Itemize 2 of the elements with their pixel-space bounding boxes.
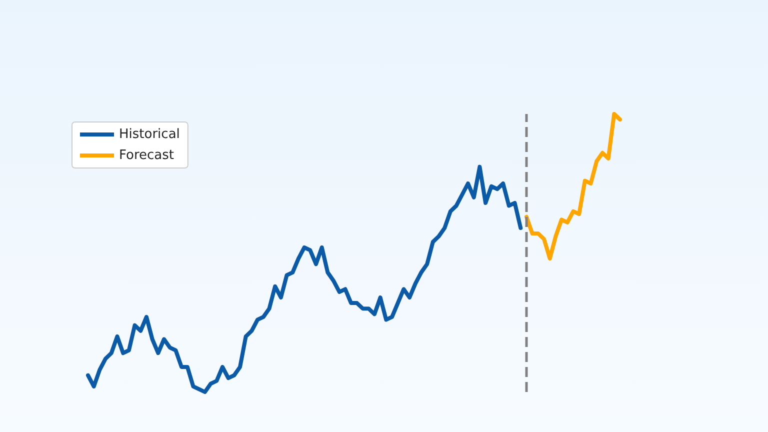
legend-label: Forecast [119, 148, 174, 163]
legend-label: Historical [119, 127, 180, 142]
